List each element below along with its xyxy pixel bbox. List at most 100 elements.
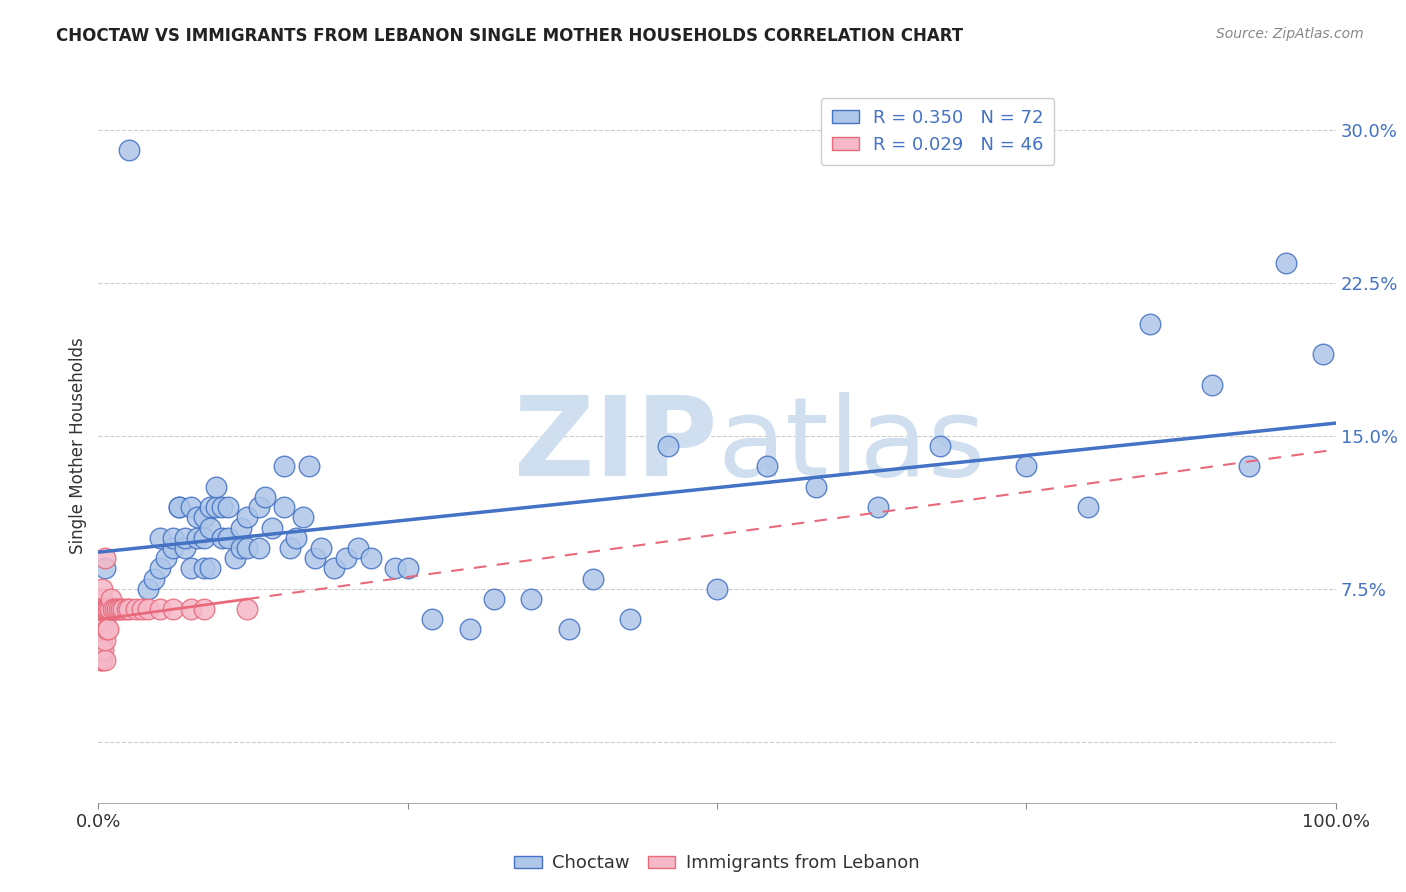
Point — [384, 561, 406, 575]
Point — [198, 500, 221, 515]
Point — [229, 541, 252, 555]
Point — [193, 561, 215, 575]
Point — [180, 602, 202, 616]
Point — [1237, 459, 1260, 474]
Point — [167, 500, 190, 515]
Point — [90, 632, 112, 647]
Point — [118, 144, 141, 158]
Point — [1077, 500, 1099, 515]
Point — [91, 602, 114, 616]
Point — [458, 623, 481, 637]
Point — [1139, 317, 1161, 331]
Point — [115, 602, 138, 616]
Point — [96, 623, 118, 637]
Point — [90, 612, 112, 626]
Point — [124, 602, 146, 616]
Point — [582, 572, 605, 586]
Point — [155, 551, 177, 566]
Text: atlas: atlas — [717, 392, 986, 500]
Point — [396, 561, 419, 575]
Point — [309, 541, 332, 555]
Point — [93, 643, 115, 657]
Point — [94, 602, 117, 616]
Point — [193, 531, 215, 545]
Point — [205, 480, 228, 494]
Point — [98, 602, 121, 616]
Point — [143, 572, 166, 586]
Point — [149, 602, 172, 616]
Point — [278, 541, 301, 555]
Point — [211, 500, 233, 515]
Point — [110, 602, 132, 616]
Point — [298, 459, 321, 474]
Legend: Choctaw, Immigrants from Lebanon: Choctaw, Immigrants from Lebanon — [508, 847, 927, 880]
Point — [236, 602, 259, 616]
Point — [335, 551, 357, 566]
Point — [706, 582, 728, 596]
Point — [1201, 377, 1223, 392]
Point — [98, 602, 121, 616]
Point — [97, 602, 120, 616]
Point — [118, 602, 141, 616]
Point — [273, 459, 295, 474]
Point — [291, 510, 314, 524]
Point — [162, 541, 184, 555]
Point — [557, 623, 579, 637]
Point — [520, 591, 543, 606]
Point — [100, 591, 122, 606]
Point — [304, 551, 326, 566]
Point — [96, 602, 118, 616]
Point — [112, 602, 135, 616]
Point — [149, 531, 172, 545]
Point — [90, 643, 112, 657]
Point — [91, 591, 114, 606]
Point — [193, 602, 215, 616]
Point — [198, 561, 221, 575]
Point — [174, 541, 197, 555]
Point — [260, 520, 283, 534]
Point — [217, 500, 239, 515]
Point — [162, 531, 184, 545]
Point — [211, 531, 233, 545]
Point — [224, 551, 246, 566]
Point — [174, 531, 197, 545]
Point — [167, 500, 190, 515]
Point — [1312, 347, 1334, 361]
Point — [91, 632, 114, 647]
Point — [108, 602, 131, 616]
Point — [162, 602, 184, 616]
Point — [136, 582, 159, 596]
Point — [90, 591, 112, 606]
Point — [180, 500, 202, 515]
Point — [619, 612, 641, 626]
Point — [149, 561, 172, 575]
Point — [136, 602, 159, 616]
Point — [1275, 255, 1298, 269]
Point — [90, 653, 112, 667]
Point — [1015, 459, 1038, 474]
Point — [229, 520, 252, 534]
Point — [186, 531, 208, 545]
Point — [91, 653, 114, 667]
Point — [247, 541, 270, 555]
Point — [93, 551, 115, 566]
Point — [93, 653, 115, 667]
Point — [928, 439, 950, 453]
Point — [254, 490, 277, 504]
Point — [360, 551, 382, 566]
Point — [103, 602, 125, 616]
Point — [90, 602, 112, 616]
Point — [285, 531, 308, 545]
Point — [422, 612, 444, 626]
Point — [804, 480, 827, 494]
Text: ZIP: ZIP — [513, 392, 717, 500]
Point — [273, 500, 295, 515]
Point — [93, 612, 115, 626]
Point — [91, 623, 114, 637]
Text: Source: ZipAtlas.com: Source: ZipAtlas.com — [1216, 27, 1364, 41]
Point — [236, 541, 259, 555]
Point — [217, 531, 239, 545]
Point — [484, 591, 506, 606]
Point — [180, 561, 202, 575]
Text: CHOCTAW VS IMMIGRANTS FROM LEBANON SINGLE MOTHER HOUSEHOLDS CORRELATION CHART: CHOCTAW VS IMMIGRANTS FROM LEBANON SINGL… — [56, 27, 963, 45]
